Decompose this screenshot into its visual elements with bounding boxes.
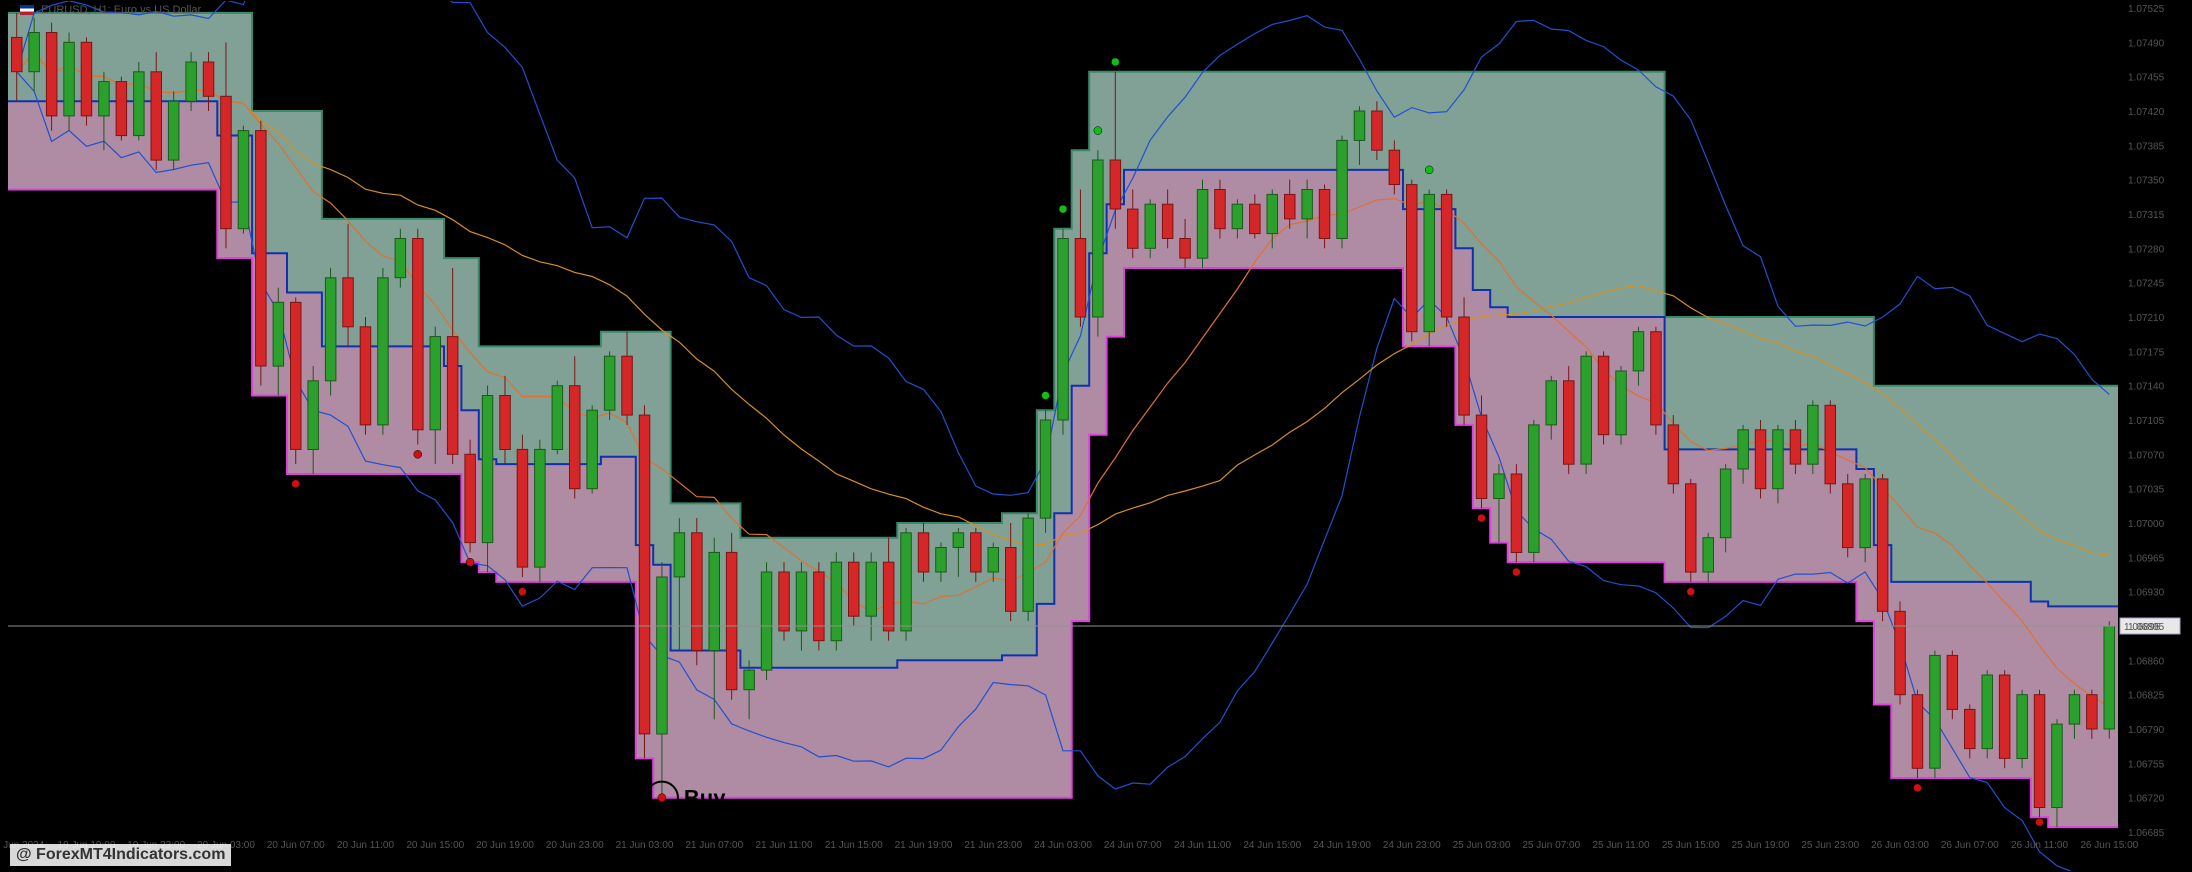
y-tick-label: 1.07420	[2128, 107, 2165, 118]
y-tick-label: 1.07000	[2128, 519, 2165, 530]
y-tick-label: 1.06860	[2128, 656, 2165, 667]
x-tick-label: 25 Jun 23:00	[1801, 840, 1859, 851]
buy-label: Buy	[684, 786, 726, 811]
signal-dot	[1425, 166, 1433, 174]
title-text: EURUSD, H1: Euro vs US Dollar	[41, 4, 201, 16]
signal-dot	[292, 480, 300, 488]
signal-dot	[1042, 391, 1050, 399]
y-tick-label: 1.07105	[2128, 416, 2165, 427]
y-tick-label: 1.07455	[2128, 73, 2165, 84]
x-tick-label: 24 Jun 23:00	[1383, 840, 1441, 851]
x-tick-label: 25 Jun 19:00	[1732, 840, 1790, 851]
signal-dot	[1512, 568, 1520, 576]
y-tick-label: 1.07070	[2128, 450, 2165, 461]
x-tick-label: 21 Jun 03:00	[616, 840, 674, 851]
signal-dot	[1059, 205, 1067, 213]
y-tick-label: 1.07140	[2128, 382, 2165, 393]
y-tick-label: 1.06755	[2128, 759, 2165, 770]
y-tick-label: 1.07210	[2128, 313, 2165, 324]
x-tick-label: 24 Jun 19:00	[1313, 840, 1371, 851]
x-tick-label: 24 Jun 07:00	[1104, 840, 1162, 851]
chart-container: EURUSD, H1: Euro vs US Dollar Buy 1.06895…	[0, 0, 2192, 872]
x-tick-label: 25 Jun 03:00	[1453, 840, 1511, 851]
x-tick-label: 20 Jun 15:00	[406, 840, 464, 851]
y-tick-label: 1.07315	[2128, 210, 2165, 221]
x-tick-label: 21 Jun 23:00	[964, 840, 1022, 851]
signal-dot	[2036, 818, 2044, 826]
signal-dot	[466, 558, 474, 566]
x-tick-label: 20 Jun 19:00	[476, 840, 534, 851]
y-tick-label: 1.06790	[2128, 725, 2165, 736]
x-tick-label: 24 Jun 11:00	[1174, 840, 1232, 851]
y-tick-label: 1.07490	[2128, 38, 2165, 49]
x-tick-label: 24 Jun 15:00	[1243, 840, 1301, 851]
y-tick-label: 1.07035	[2128, 485, 2165, 496]
x-tick-label: 25 Jun 15:00	[1662, 840, 1720, 851]
watermark: @ ForexMT4Indicators.com	[10, 844, 231, 866]
x-tick-label: 20 Jun 07:00	[267, 840, 325, 851]
y-tick-label: 1.06930	[2128, 588, 2165, 599]
x-tick-label: 24 Jun 03:00	[1034, 840, 1092, 851]
x-tick-label: 26 Jun 03:00	[1871, 840, 1929, 851]
pair-flag-icon	[20, 5, 34, 15]
y-tick-label: 1.07245	[2128, 279, 2165, 290]
signal-dot	[1478, 514, 1486, 522]
x-tick-label: 21 Jun 11:00	[755, 840, 813, 851]
y-tick-label: 1.06685	[2128, 828, 2165, 839]
x-tick-label: 21 Jun 19:00	[895, 840, 953, 851]
signal-dot	[1094, 127, 1102, 135]
x-tick-label: 26 Jun 07:00	[1941, 840, 1999, 851]
signal-dot	[414, 450, 422, 458]
y-tick-label: 1.06895	[2128, 622, 2165, 633]
x-tick-label: 21 Jun 07:00	[685, 840, 743, 851]
signal-dot	[1687, 588, 1695, 596]
y-tick-label: 1.07350	[2128, 176, 2165, 187]
y-tick-label: 1.06965	[2128, 553, 2165, 564]
y-tick-label: 1.06720	[2128, 794, 2165, 805]
y-tick-label: 1.07385	[2128, 141, 2165, 152]
x-tick-label: 20 Jun 11:00	[337, 840, 395, 851]
x-tick-label: 26 Jun 15:00	[2080, 840, 2138, 851]
signal-dot	[1111, 58, 1119, 66]
signal-dot	[1913, 784, 1921, 792]
x-tick-label: 20 Jun 23:00	[546, 840, 604, 851]
y-tick-label: 1.07525	[2128, 4, 2165, 15]
y-tick-label: 1.07280	[2128, 244, 2165, 255]
y-tick-label: 1.07175	[2128, 347, 2165, 358]
signal-dot	[658, 794, 666, 802]
x-tick-label: 21 Jun 15:00	[825, 840, 883, 851]
y-tick-label: 1.06825	[2128, 691, 2165, 702]
x-tick-label: 25 Jun 11:00	[1592, 840, 1650, 851]
x-tick-label: 26 Jun 11:00	[2011, 840, 2069, 851]
chart-title: EURUSD, H1: Euro vs US Dollar	[20, 4, 201, 16]
chart-svg[interactable]: Buy 1.06895 1.06685 1.06720 1.06755 1.06790 1.…	[0, 0, 2192, 872]
x-tick-label: 25 Jun 07:00	[1522, 840, 1580, 851]
signal-dot	[518, 588, 526, 596]
